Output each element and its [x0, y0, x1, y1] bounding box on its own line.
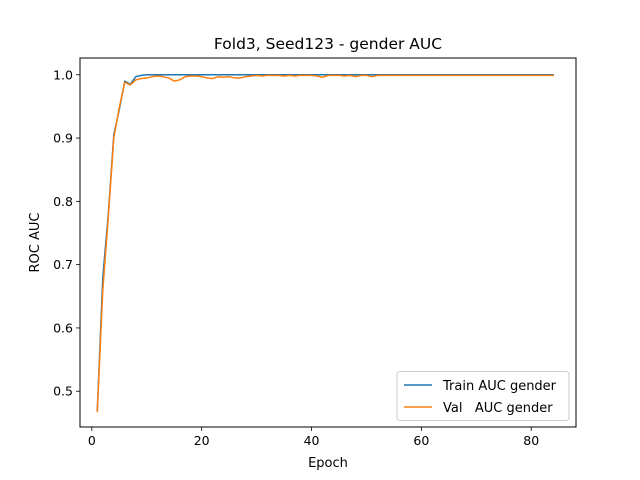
x-axis-label: Epoch: [308, 456, 348, 471]
y-tick-label: 0.6: [53, 320, 73, 335]
x-tick-label: 60: [413, 433, 429, 448]
x-tick-label: 0: [88, 433, 96, 448]
y-tick-label: 0.9: [53, 131, 73, 146]
x-tick-label: 40: [304, 433, 320, 448]
x-axis: 0 20 40 60 80: [88, 427, 539, 448]
legend-box: [396, 371, 570, 421]
y-axis-label: ROC AUC: [28, 213, 43, 273]
x-tick-label: 20: [194, 433, 210, 448]
y-tick-label: 0.5: [53, 384, 73, 399]
legend-label-train: Train AUC gender: [442, 379, 557, 394]
series-line-val: [96, 74, 554, 413]
y-tick-label: 0.8: [53, 194, 73, 209]
x-tick-label: 80: [523, 433, 539, 448]
plot-frame: [79, 57, 577, 428]
legend-label-val: Val AUC gender: [443, 401, 553, 416]
y-tick-label: 1.0: [53, 67, 73, 82]
chart-title: Fold3, Seed123 - gender AUC: [214, 35, 442, 53]
y-tick-label: 0.7: [53, 257, 73, 272]
y-axis: 0.5 0.6 0.7 0.8 0.9 1.0: [53, 67, 80, 399]
legend: Train AUC gender Val AUC gender: [396, 371, 570, 421]
series-layer: [96, 74, 554, 413]
